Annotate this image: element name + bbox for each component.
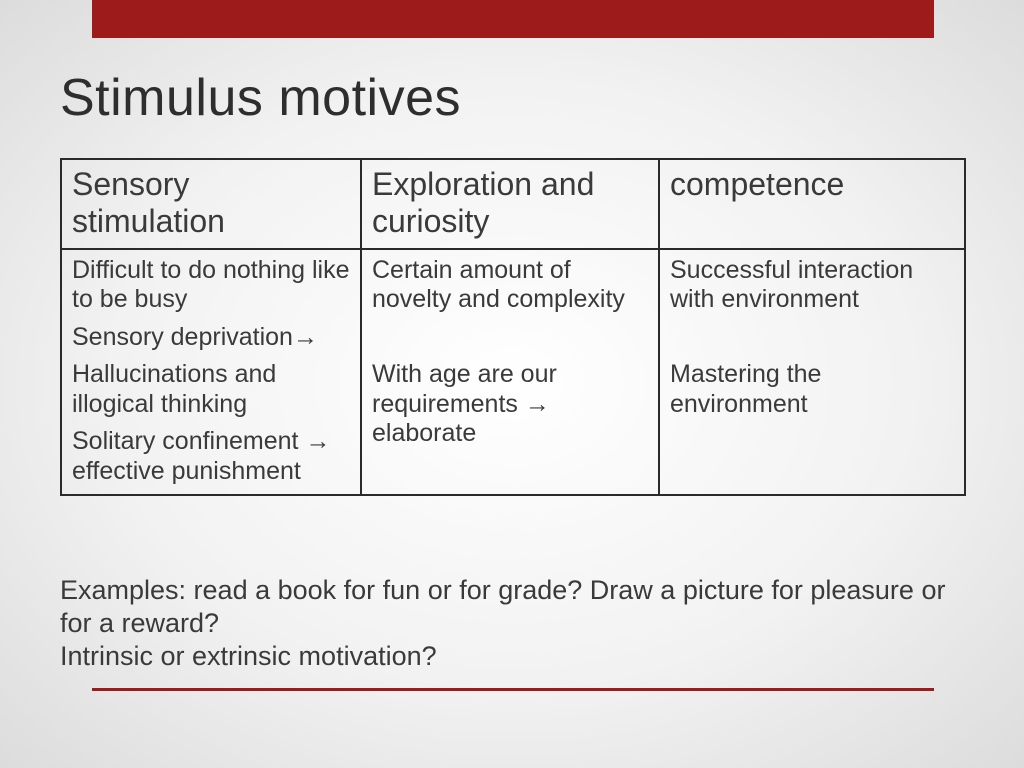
cell-para: Certain amount of novelty and complexity — [372, 256, 648, 315]
table-body: Difficult to do nothing like to be busy S… — [61, 249, 965, 496]
cell-para: Solitary confinement → effective punishm… — [72, 427, 350, 486]
footer-line: Examples: read a book for fun or for gra… — [60, 574, 964, 640]
cell-para — [372, 323, 648, 353]
cell-para: Mastering the environment — [670, 360, 954, 419]
table-header-1: Exploration and curiosity — [361, 159, 659, 249]
cell-para: Sensory deprivation→ — [72, 323, 350, 353]
slide-top-bar — [92, 0, 934, 38]
cell-para: Successful interaction with environment — [670, 256, 954, 315]
table-header-2: competence — [659, 159, 965, 249]
table-header-row: Sensory stimulation Exploration and curi… — [61, 159, 965, 249]
cell-para: Hallucinations and illogical thinking — [72, 360, 350, 419]
slide-bottom-rule — [92, 688, 934, 691]
table-cell-1: Certain amount of novelty and complexity… — [361, 249, 659, 496]
table-header-0: Sensory stimulation — [61, 159, 361, 249]
stimulus-table: Sensory stimulation Exploration and curi… — [60, 158, 966, 496]
slide-title: Stimulus motives — [60, 68, 461, 128]
footer-text: Examples: read a book for fun or for gra… — [60, 574, 964, 673]
cell-para: Difficult to do nothing like to be busy — [72, 256, 350, 315]
cell-para: With age are our requirements → elaborat… — [372, 360, 648, 449]
footer-line: Intrinsic or extrinsic motivation? — [60, 640, 964, 673]
table-cell-0: Difficult to do nothing like to be busy S… — [61, 249, 361, 496]
table-cell-2: Successful interaction with environment … — [659, 249, 965, 496]
table-row: Difficult to do nothing like to be busy S… — [61, 249, 965, 496]
cell-para — [670, 323, 954, 353]
